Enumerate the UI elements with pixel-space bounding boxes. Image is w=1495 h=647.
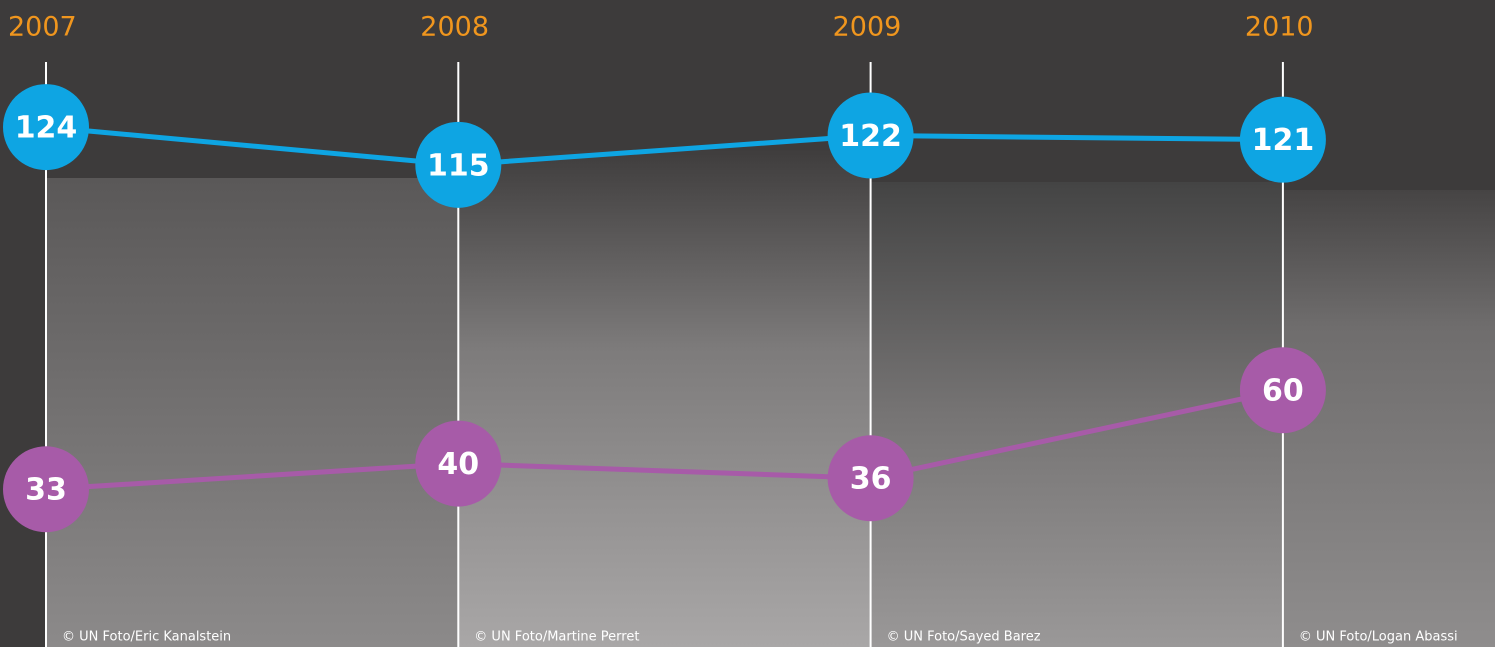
year-label: 2008 [420,12,489,43]
value-label: 40 [437,447,479,482]
series-line [45,387,1284,492]
photo-credit: © UN Foto/Logan Abassi [1299,630,1458,645]
year-label: 2010 [1245,12,1314,43]
value-label: 115 [427,148,490,183]
value-circle [3,446,89,533]
value-label: 36 [850,462,892,497]
value-circle [827,92,914,179]
value-label: 124 [15,111,78,146]
value-circle [1239,96,1326,183]
value-label: 122 [839,119,902,154]
photo [871,182,1283,647]
value-label: 33 [25,473,67,508]
year-label: 2007 [8,12,77,43]
photo-credit: © UN Foto/Sayed Barez [887,630,1041,645]
photo-credit: © UN Foto/Eric Kanalstein [62,630,231,645]
photo [1283,190,1495,647]
value-circle [415,420,502,507]
photo [459,150,871,647]
year-label: 2009 [833,12,902,43]
photo-credit: © UN Foto/Martine Perret [474,630,639,645]
photo [46,178,459,647]
value-circle [1239,347,1326,434]
value-label: 60 [1262,374,1304,409]
value-circle [3,84,89,171]
value-label: 121 [1252,123,1315,158]
value-circle [415,121,502,208]
value-circle [827,435,914,522]
series-line [45,124,1283,168]
